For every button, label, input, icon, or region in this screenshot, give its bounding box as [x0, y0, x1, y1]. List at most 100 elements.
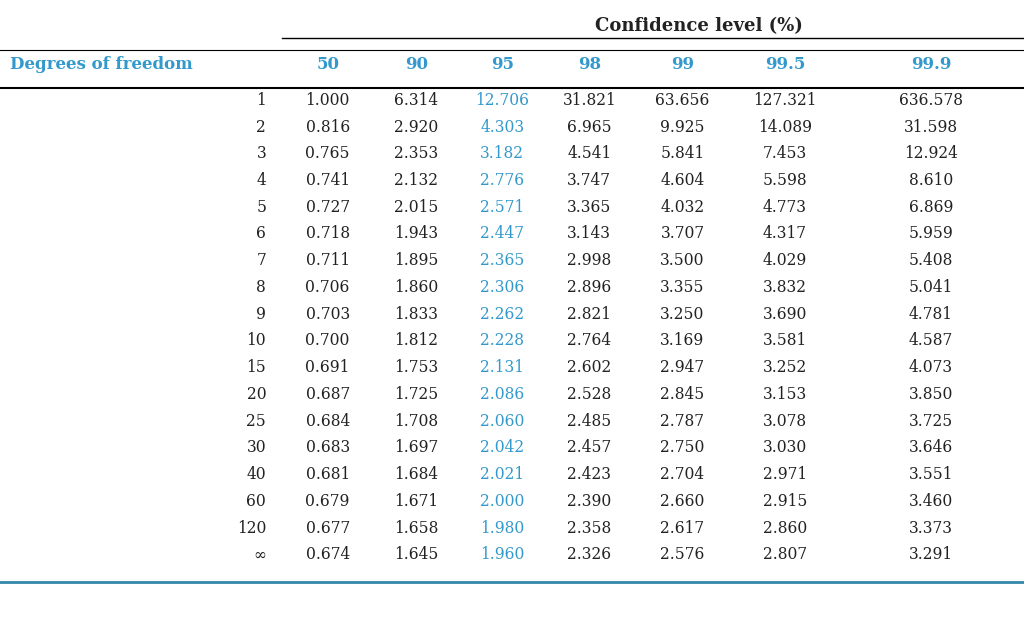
- Text: 5.041: 5.041: [908, 279, 953, 296]
- Text: 99.5: 99.5: [765, 56, 805, 73]
- Text: 2.920: 2.920: [394, 118, 438, 136]
- Text: 0.683: 0.683: [305, 439, 350, 456]
- Text: 2.764: 2.764: [567, 332, 611, 350]
- Text: 2.060: 2.060: [480, 413, 524, 430]
- Text: 63.656: 63.656: [655, 92, 710, 109]
- Text: 30: 30: [247, 439, 266, 456]
- Text: 5.841: 5.841: [660, 145, 705, 162]
- Text: 2.947: 2.947: [660, 359, 705, 376]
- Text: 0.703: 0.703: [305, 306, 350, 322]
- Text: 99.9: 99.9: [910, 56, 951, 73]
- Text: 4.303: 4.303: [480, 118, 524, 136]
- Text: 3.551: 3.551: [908, 466, 953, 483]
- Text: 3.460: 3.460: [908, 493, 953, 510]
- Text: 1.943: 1.943: [394, 225, 438, 243]
- Text: 4.073: 4.073: [908, 359, 953, 376]
- Text: 3.832: 3.832: [763, 279, 807, 296]
- Text: ∞: ∞: [253, 547, 266, 563]
- Text: 2.807: 2.807: [763, 547, 807, 563]
- Text: 7: 7: [256, 252, 266, 269]
- Text: 2.423: 2.423: [567, 466, 611, 483]
- Text: 2.132: 2.132: [394, 172, 438, 189]
- Text: 1.895: 1.895: [394, 252, 438, 269]
- Text: 60: 60: [247, 493, 266, 510]
- Text: 5: 5: [256, 199, 266, 216]
- Text: 5.598: 5.598: [763, 172, 807, 189]
- Text: 2.306: 2.306: [480, 279, 524, 296]
- Text: 90: 90: [404, 56, 428, 73]
- Text: 5.408: 5.408: [908, 252, 953, 269]
- Text: 31.821: 31.821: [562, 92, 616, 109]
- Text: 3.500: 3.500: [660, 252, 705, 269]
- Text: 3.646: 3.646: [908, 439, 953, 456]
- Text: 2.353: 2.353: [394, 145, 438, 162]
- Text: 8: 8: [256, 279, 266, 296]
- Text: 2.021: 2.021: [480, 466, 524, 483]
- Text: 0.741: 0.741: [305, 172, 350, 189]
- Text: 1.980: 1.980: [480, 519, 524, 537]
- Text: 15: 15: [247, 359, 266, 376]
- Text: 2.821: 2.821: [567, 306, 611, 322]
- Text: 95: 95: [490, 56, 514, 73]
- Text: 3.182: 3.182: [480, 145, 524, 162]
- Text: 2.998: 2.998: [567, 252, 611, 269]
- Text: 4.541: 4.541: [567, 145, 611, 162]
- Text: 2.042: 2.042: [480, 439, 524, 456]
- Text: 3.143: 3.143: [567, 225, 611, 243]
- Text: 2.358: 2.358: [567, 519, 611, 537]
- Text: 0.681: 0.681: [305, 466, 350, 483]
- Text: 3.252: 3.252: [763, 359, 807, 376]
- Text: 0.718: 0.718: [305, 225, 350, 243]
- Text: 1.671: 1.671: [394, 493, 438, 510]
- Text: 25: 25: [247, 413, 266, 430]
- Text: 0.816: 0.816: [305, 118, 350, 136]
- Text: 12.706: 12.706: [475, 92, 529, 109]
- Text: Degrees of freedom: Degrees of freedom: [10, 56, 193, 73]
- Text: 0.727: 0.727: [305, 199, 350, 216]
- Text: 1.753: 1.753: [394, 359, 438, 376]
- Text: 127.321: 127.321: [753, 92, 817, 109]
- Text: 3: 3: [256, 145, 266, 162]
- Text: 1: 1: [256, 92, 266, 109]
- Text: 3.030: 3.030: [763, 439, 807, 456]
- Text: 2.845: 2.845: [660, 386, 705, 403]
- Text: 3.365: 3.365: [567, 199, 611, 216]
- Text: 2.776: 2.776: [480, 172, 524, 189]
- Text: 1.645: 1.645: [394, 547, 438, 563]
- Text: 1.960: 1.960: [480, 547, 524, 563]
- Text: 14.089: 14.089: [758, 118, 812, 136]
- Text: 2.000: 2.000: [480, 493, 524, 510]
- Text: 3.707: 3.707: [660, 225, 705, 243]
- Text: 2.787: 2.787: [660, 413, 705, 430]
- Text: 10: 10: [247, 332, 266, 350]
- Text: 1.708: 1.708: [394, 413, 438, 430]
- Text: 2.457: 2.457: [567, 439, 611, 456]
- Text: 2.086: 2.086: [480, 386, 524, 403]
- Text: 6: 6: [256, 225, 266, 243]
- Text: 2.365: 2.365: [480, 252, 524, 269]
- Text: 4.029: 4.029: [763, 252, 807, 269]
- Text: 2.704: 2.704: [660, 466, 705, 483]
- Text: 2.015: 2.015: [394, 199, 438, 216]
- Text: 50: 50: [316, 56, 339, 73]
- Text: 3.850: 3.850: [908, 386, 953, 403]
- Text: 40: 40: [247, 466, 266, 483]
- Text: 0.700: 0.700: [305, 332, 350, 350]
- Text: 1.812: 1.812: [394, 332, 438, 350]
- Text: 0.674: 0.674: [305, 547, 350, 563]
- Text: 2.915: 2.915: [763, 493, 807, 510]
- Text: 2.617: 2.617: [660, 519, 705, 537]
- Text: 1.658: 1.658: [394, 519, 438, 537]
- Text: 9: 9: [256, 306, 266, 322]
- Text: 2.660: 2.660: [660, 493, 705, 510]
- Text: Confidence level (%): Confidence level (%): [595, 17, 803, 35]
- Text: 3.355: 3.355: [660, 279, 705, 296]
- Text: 2.602: 2.602: [567, 359, 611, 376]
- Text: 1.000: 1.000: [305, 92, 350, 109]
- Text: 7.453: 7.453: [763, 145, 807, 162]
- Text: 0.677: 0.677: [305, 519, 350, 537]
- Text: 3.747: 3.747: [567, 172, 611, 189]
- Text: 2.485: 2.485: [567, 413, 611, 430]
- Text: 0.711: 0.711: [305, 252, 350, 269]
- Text: 4.773: 4.773: [763, 199, 807, 216]
